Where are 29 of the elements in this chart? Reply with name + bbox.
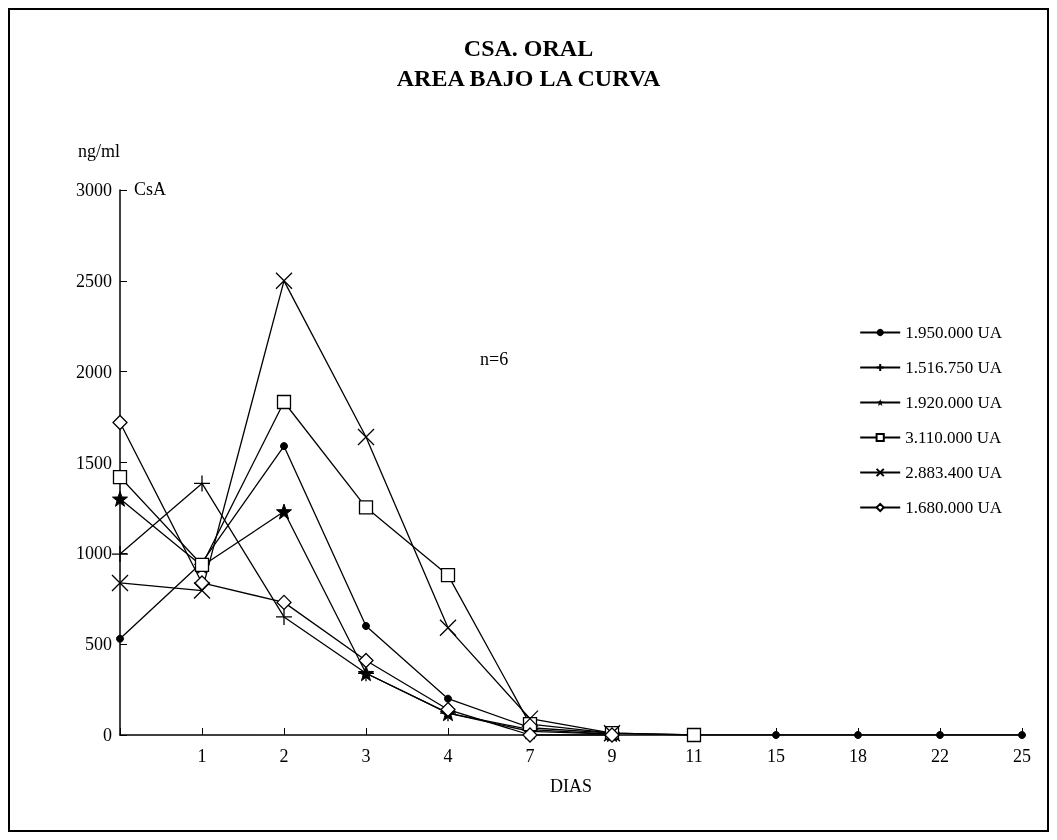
legend-label: 1.920.000 UA bbox=[905, 393, 1003, 412]
y-tick-label: 0 bbox=[103, 725, 112, 745]
y-tick-label: 1000 bbox=[76, 543, 112, 564]
x-tick-label: 3 bbox=[361, 746, 371, 766]
x-tick-label: 25 bbox=[1013, 746, 1031, 766]
y-tick-label: 2500 bbox=[76, 270, 112, 291]
x-tick-label: 15 bbox=[767, 746, 785, 766]
x-axis-title: DIAS bbox=[549, 776, 593, 796]
y-tick-label: 3000 bbox=[76, 180, 112, 200]
x-tick-label: 4 bbox=[443, 746, 453, 766]
x-tick-label: 9 bbox=[607, 746, 617, 766]
legend-label: 1.950.000 UA bbox=[905, 323, 1003, 342]
x-tick-label: 11 bbox=[685, 746, 703, 766]
legend-label: 1.516.750 UA bbox=[905, 358, 1003, 377]
legend-label: 3.110.000 UA bbox=[905, 428, 1003, 447]
x-tick-label: 7 bbox=[525, 746, 535, 766]
y-tick-label: 1500 bbox=[76, 452, 112, 473]
y-tick-label: 2000 bbox=[76, 361, 112, 382]
x-tick-label: 2 bbox=[279, 746, 289, 766]
chart-title: CSA. ORAL AREA BAJO LA CURVA bbox=[396, 35, 661, 91]
legend-label: 1.680.000 UA bbox=[905, 498, 1003, 517]
x-tick-label: 1 bbox=[197, 746, 207, 766]
y-axis-title: ng/ml bbox=[77, 141, 120, 161]
x-tick-label: 22 bbox=[931, 746, 949, 766]
y-tick-label: 500 bbox=[85, 634, 112, 655]
annotation: CsA bbox=[134, 179, 167, 199]
legend-label: 2.883.400 UA bbox=[905, 463, 1003, 482]
x-tick-label: 18 bbox=[849, 746, 867, 766]
annotation: n=6 bbox=[480, 349, 509, 369]
